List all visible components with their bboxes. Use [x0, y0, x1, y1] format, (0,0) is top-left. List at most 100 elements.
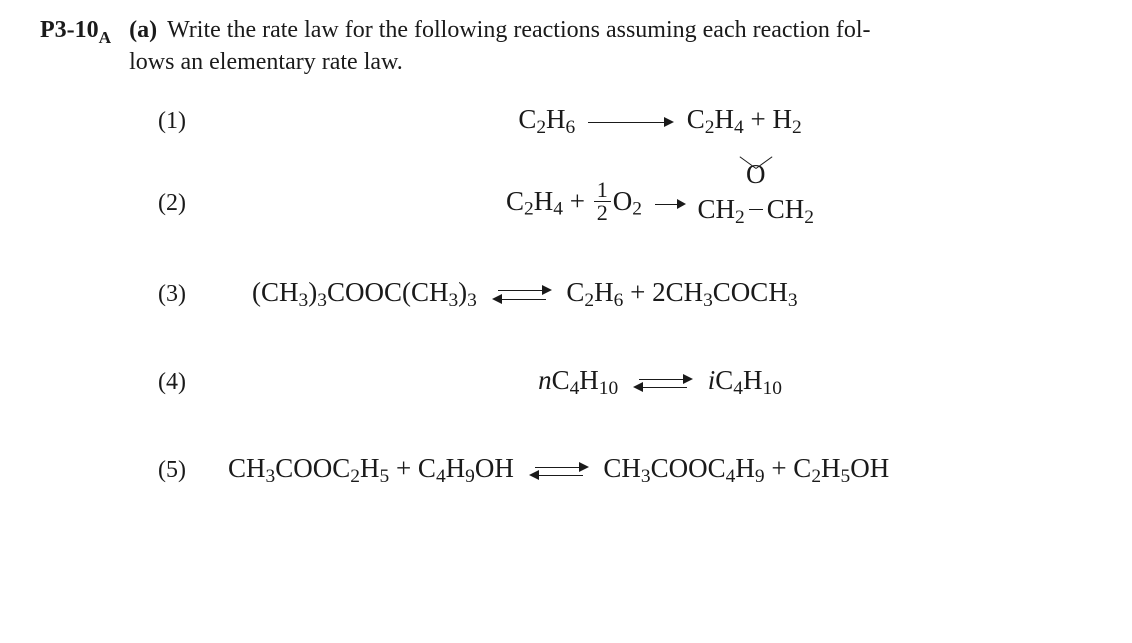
sub: 3: [299, 290, 309, 311]
reaction-equation: (CH3)3COOC(CH3)3 C2H6 + 2CH3COCH3: [228, 274, 1092, 314]
chem: + 2CH: [623, 277, 703, 307]
chem: H: [743, 365, 763, 395]
epoxide-base: CH2CH2: [698, 194, 814, 224]
chem: + H: [744, 104, 792, 134]
sub: 10: [599, 378, 618, 399]
sub: 4: [726, 466, 736, 487]
chem: C: [552, 365, 570, 395]
problem-id: P3-10A: [40, 14, 129, 49]
chem: H: [360, 453, 380, 483]
chem: CH: [603, 453, 641, 483]
chem: COOC: [651, 453, 726, 483]
sub: 5: [379, 466, 389, 487]
chem: OH: [475, 453, 514, 483]
fraction: 12: [594, 179, 611, 224]
sub: 6: [614, 290, 624, 311]
sub: 2: [792, 117, 802, 138]
reaction-3: (3) (CH3)3COOC(CH3)3 C2H6 + 2CH3COCH3: [158, 274, 1092, 314]
prompt-line-2: lows an elementary rate law.: [129, 49, 403, 75]
sub: 2: [811, 466, 821, 487]
sub: 3: [788, 290, 798, 311]
prefix: n: [538, 365, 552, 395]
problem-page: P3-10A (a)Write the rate law for the fol…: [0, 0, 1132, 490]
frac-num: 1: [594, 179, 611, 202]
frac-den: 2: [594, 202, 611, 224]
reaction-number: (4): [158, 366, 228, 398]
reaction-1: (1) C2H6 C2H4 + H2: [158, 101, 1092, 141]
sub: 9: [465, 466, 475, 487]
chem: H: [534, 186, 554, 216]
chem: C: [566, 277, 584, 307]
problem-id-main: P3-10: [40, 17, 99, 43]
chem: O: [613, 186, 633, 216]
sub: 9: [755, 466, 765, 487]
bond-line: [749, 209, 763, 210]
reaction-equation: C2H6 C2H4 + H2: [228, 101, 1092, 141]
sub: 4: [734, 117, 744, 138]
reaction-number: (2): [158, 187, 228, 219]
chem: + C: [389, 453, 436, 483]
chem: H: [446, 453, 466, 483]
chem: H: [715, 104, 735, 134]
reaction-equation: CH3COOC2H5 + C4H9OH CH3COOC4H9 + C2H5OH: [228, 450, 1092, 490]
chem: C: [687, 104, 705, 134]
problem-id-sub: A: [99, 28, 111, 47]
prompt-line-1: Write the rate law for the following rea…: [167, 17, 870, 43]
sub: 4: [553, 199, 563, 220]
reaction-2: (2) C2H4 + 12O2 O CH2CH2: [158, 181, 1092, 226]
chem: CH: [228, 453, 266, 483]
reaction-4: (4) nC4H10 iC4H10: [158, 362, 1092, 402]
chem: (CH: [252, 277, 299, 307]
chem: COOC(CH: [327, 277, 449, 307]
chem: H: [821, 453, 841, 483]
chem: + C: [765, 453, 812, 483]
arrow-icon: [653, 190, 687, 217]
reaction-equation: C2H4 + 12O2 O CH2CH2: [228, 181, 1092, 226]
sub: 3: [467, 290, 477, 311]
problem-prompt: (a)Write the rate law for the following …: [129, 14, 1092, 79]
chem: H: [594, 277, 614, 307]
sub: 2: [536, 117, 546, 138]
sub: 5: [841, 466, 851, 487]
epoxide-structure: O CH2CH2: [698, 189, 814, 217]
chem: COCH: [713, 277, 788, 307]
chem: H: [735, 453, 755, 483]
chem: ): [308, 277, 317, 307]
chem: ): [458, 277, 467, 307]
chem: CH: [698, 194, 736, 224]
chem: OH: [850, 453, 889, 483]
chem: CH: [767, 194, 805, 224]
equilibrium-arrow-icon: [492, 279, 552, 311]
sub: 2: [705, 117, 715, 138]
sub: 4: [570, 378, 580, 399]
sub: 2: [735, 207, 745, 228]
chem: C: [518, 104, 536, 134]
sub: 4: [733, 378, 743, 399]
sub: 2: [350, 466, 360, 487]
sub: 2: [524, 199, 534, 220]
atom-o: O: [746, 156, 766, 192]
chem: C: [715, 365, 733, 395]
sub: 2: [632, 199, 642, 220]
equilibrium-arrow-icon: [633, 367, 693, 399]
equilibrium-arrow-icon: [529, 455, 589, 487]
chem: H: [579, 365, 599, 395]
arrow-icon: [586, 108, 676, 135]
sub: 3: [266, 466, 276, 487]
reaction-number: (5): [158, 454, 228, 486]
reaction-5: (5) CH3COOC2H5 + C4H9OH CH3COOC4H9 + C2H…: [158, 450, 1092, 490]
sub: 6: [566, 117, 576, 138]
sub: 4: [436, 466, 446, 487]
chem: COOC: [275, 453, 350, 483]
sub: 3: [641, 466, 651, 487]
chem: +: [563, 186, 592, 216]
sub: 2: [804, 207, 814, 228]
sub: 3: [703, 290, 713, 311]
problem-header: P3-10A (a)Write the rate law for the fol…: [40, 14, 1092, 79]
chem: H: [546, 104, 566, 134]
sub: 3: [448, 290, 458, 311]
sub: 10: [762, 378, 781, 399]
reaction-list: (1) C2H6 C2H4 + H2 (2) C2H4 + 12O2 O CH2…: [158, 101, 1092, 491]
sub: 2: [584, 290, 594, 311]
reaction-number: (3): [158, 278, 228, 310]
